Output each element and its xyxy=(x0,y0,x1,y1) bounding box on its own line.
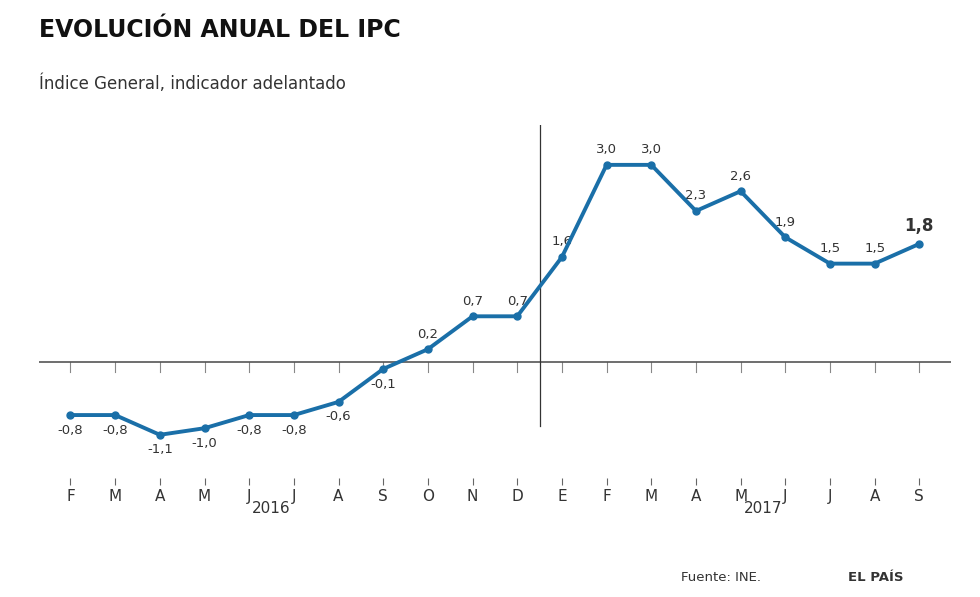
Text: -0,1: -0,1 xyxy=(370,377,396,390)
Text: 1,5: 1,5 xyxy=(864,242,885,255)
Text: -1,0: -1,0 xyxy=(192,437,218,450)
Text: Fuente: INE.: Fuente: INE. xyxy=(681,571,761,584)
Text: EVOLUCIÓN ANUAL DEL IPC: EVOLUCIÓN ANUAL DEL IPC xyxy=(39,18,401,42)
Text: -0,8: -0,8 xyxy=(58,424,83,436)
Text: -0,6: -0,6 xyxy=(325,411,352,423)
Text: 3,0: 3,0 xyxy=(641,143,662,156)
Text: -0,8: -0,8 xyxy=(102,424,128,436)
Text: -1,1: -1,1 xyxy=(147,444,172,456)
Text: 1,8: 1,8 xyxy=(905,217,934,235)
Text: 1,6: 1,6 xyxy=(552,235,572,248)
Text: 0,7: 0,7 xyxy=(507,295,528,307)
Text: -0,8: -0,8 xyxy=(281,424,307,436)
Text: 0,7: 0,7 xyxy=(462,295,483,307)
Text: 2,3: 2,3 xyxy=(685,189,707,202)
Text: 1,9: 1,9 xyxy=(775,216,796,229)
Text: 3,0: 3,0 xyxy=(596,143,617,156)
Text: EL PAÍS: EL PAÍS xyxy=(848,571,904,584)
Text: Índice General, indicador adelantado: Índice General, indicador adelantado xyxy=(39,75,346,93)
Text: 1,5: 1,5 xyxy=(819,242,841,255)
Text: 0,2: 0,2 xyxy=(417,328,438,341)
Text: 2016: 2016 xyxy=(252,501,291,516)
Text: 2017: 2017 xyxy=(744,501,782,516)
Text: -0,8: -0,8 xyxy=(236,424,262,436)
Text: 2,6: 2,6 xyxy=(730,170,751,183)
